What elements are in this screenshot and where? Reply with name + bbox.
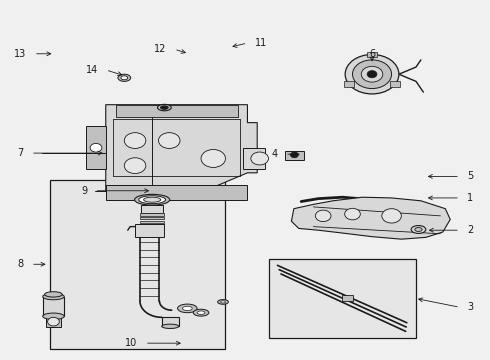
Ellipse shape [197, 311, 205, 314]
Circle shape [344, 208, 360, 220]
Ellipse shape [193, 309, 209, 316]
Ellipse shape [135, 194, 170, 205]
Bar [140, 224, 164, 226]
Bar [285, 150, 304, 159]
Circle shape [367, 71, 377, 78]
Text: 4: 4 [271, 149, 278, 159]
Bar [243, 148, 265, 169]
Circle shape [352, 60, 392, 89]
Bar [46, 316, 61, 327]
Polygon shape [292, 197, 450, 239]
Bar [49, 180, 225, 348]
Text: 10: 10 [125, 338, 138, 348]
Circle shape [345, 54, 399, 94]
Text: 3: 3 [467, 302, 473, 312]
Circle shape [382, 209, 401, 223]
Text: 8: 8 [18, 259, 24, 269]
Ellipse shape [411, 226, 426, 233]
Bar [367, 51, 377, 57]
Bar [135, 224, 164, 237]
Circle shape [124, 133, 146, 148]
Circle shape [124, 158, 146, 174]
Circle shape [90, 143, 102, 152]
Circle shape [291, 152, 298, 158]
Text: 7: 7 [18, 148, 24, 158]
Polygon shape [86, 126, 106, 169]
Bar [106, 185, 247, 200]
Ellipse shape [43, 293, 64, 300]
Text: 2: 2 [467, 225, 473, 235]
Bar [270, 259, 416, 338]
Ellipse shape [144, 197, 161, 202]
Ellipse shape [182, 306, 192, 311]
Text: 14: 14 [86, 65, 98, 75]
Text: 13: 13 [14, 49, 26, 59]
Ellipse shape [43, 313, 64, 319]
Ellipse shape [121, 76, 128, 80]
Text: 5: 5 [467, 171, 473, 181]
Text: 11: 11 [255, 38, 267, 48]
Ellipse shape [177, 304, 197, 313]
Text: 9: 9 [81, 186, 87, 196]
Text: 6: 6 [369, 49, 375, 59]
Bar [344, 81, 354, 87]
Circle shape [251, 152, 269, 165]
Bar [142, 206, 163, 213]
Ellipse shape [160, 106, 168, 109]
Text: 12: 12 [154, 44, 167, 54]
Bar [140, 213, 164, 216]
Ellipse shape [118, 74, 131, 81]
Bar [342, 296, 353, 301]
Circle shape [361, 66, 383, 82]
Ellipse shape [162, 324, 179, 328]
Ellipse shape [139, 196, 166, 204]
Circle shape [159, 133, 180, 148]
Circle shape [316, 210, 331, 222]
Ellipse shape [415, 228, 422, 231]
Circle shape [48, 318, 59, 326]
Polygon shape [106, 105, 257, 191]
Text: 1: 1 [467, 193, 473, 203]
Bar [140, 217, 164, 219]
Ellipse shape [218, 300, 228, 304]
Bar [116, 105, 238, 117]
Circle shape [201, 149, 225, 167]
Ellipse shape [45, 292, 62, 297]
Bar [140, 221, 164, 223]
Ellipse shape [220, 301, 225, 303]
Bar [43, 297, 64, 316]
Ellipse shape [158, 104, 171, 111]
Bar [391, 81, 400, 87]
Bar [162, 318, 179, 326]
